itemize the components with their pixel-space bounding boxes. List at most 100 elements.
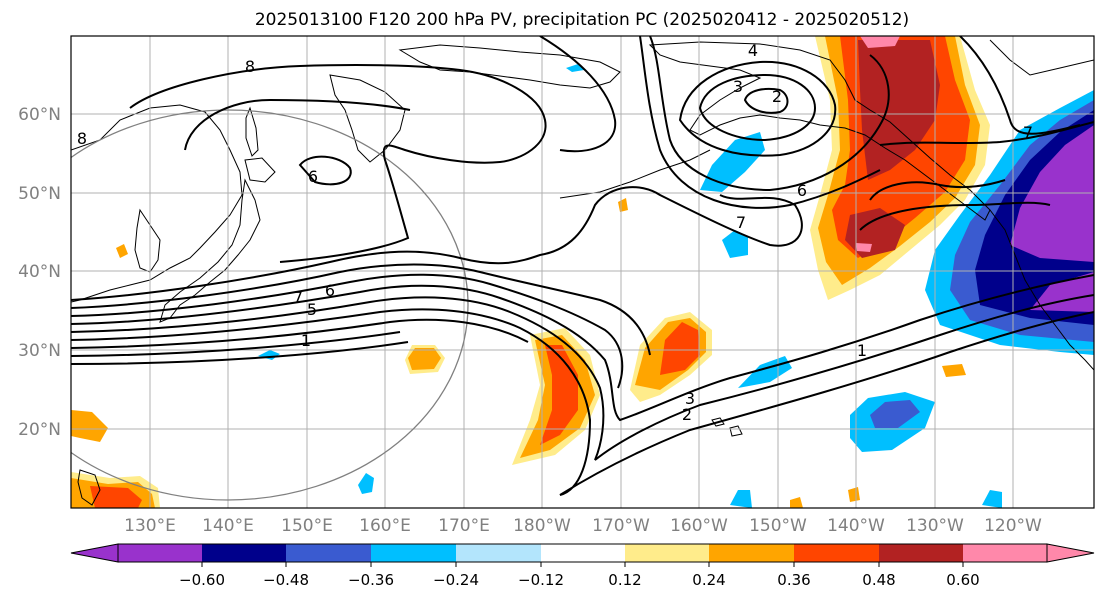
precip-pos-shading-east xyxy=(942,364,966,377)
pv-contour-label: 8 xyxy=(245,57,255,76)
pv-contour xyxy=(71,274,1094,422)
colorbar-segment xyxy=(118,544,202,562)
precip-pos-shading-gulf xyxy=(858,40,940,180)
precip-pos-shading-central xyxy=(540,345,578,445)
pv-contour-label: 3 xyxy=(685,389,695,408)
figure-title: 2025013100 F120 200 hPa PV, precipitatio… xyxy=(255,10,909,30)
precip-neg-shading-central xyxy=(730,490,752,508)
colorbar-extend-low xyxy=(70,543,119,563)
lon-label: 150°E xyxy=(281,516,333,536)
colorbar-segment xyxy=(371,544,456,562)
pv-contour-label: 5 xyxy=(307,300,317,319)
precip-pos-shading-west xyxy=(90,486,142,508)
coastline-east-asia xyxy=(71,104,243,303)
pv-contour-label: 6 xyxy=(308,167,318,186)
precip-pos-shading-west xyxy=(71,410,108,442)
colorbar-frame xyxy=(117,543,1048,563)
lon-label: 160°W xyxy=(670,516,728,536)
pv-contour-label: 1 xyxy=(301,331,311,350)
pv-contour xyxy=(879,121,1094,146)
pv-contour xyxy=(298,155,352,186)
pv-contour xyxy=(639,36,881,209)
longitude-labels: 130°E 140°E 150°E 160°E 170°E 180°W 170°… xyxy=(124,516,1042,536)
colorbar-segment xyxy=(286,544,371,562)
pv-contour-label: 1 xyxy=(857,341,867,360)
colorbar-segment xyxy=(963,544,1047,562)
pv-contour-label: 7 xyxy=(293,288,303,307)
pv-contour xyxy=(743,87,789,114)
reference-circle xyxy=(71,109,469,501)
precip-pos-shading-west xyxy=(408,348,441,370)
pv-contour-label: 8 xyxy=(77,129,87,148)
map-frame xyxy=(70,35,1095,509)
pv-contour xyxy=(649,36,890,192)
lat-label: 20°N xyxy=(18,420,61,440)
map-panel: 8 6 4 3 2 6 7 7 6 5 1 1 2 3 8 7 xyxy=(70,35,1095,509)
latitude-labels: 60°N 50°N 40°N 30°N 20°N xyxy=(18,105,61,440)
colorbar-segment xyxy=(625,544,709,562)
colorbar-segment xyxy=(879,544,963,562)
colorbar-tick-label: 0.48 xyxy=(862,571,895,589)
coastline-hokkaido xyxy=(244,157,276,183)
colorbar-segment xyxy=(202,544,286,562)
pv-contour xyxy=(71,341,409,365)
lat-label: 40°N xyxy=(18,262,61,282)
precip-pos-shading-central xyxy=(660,322,700,375)
colorbar-tick-label: −0.36 xyxy=(348,571,394,589)
pv-contour-label: 7 xyxy=(1023,123,1033,142)
pv-contour xyxy=(71,308,1094,496)
precip-neg-shading-central xyxy=(982,490,1002,508)
pv-contour xyxy=(184,98,411,151)
pv-contour xyxy=(539,36,617,153)
pv-contour xyxy=(71,263,651,356)
colorbar-segment xyxy=(456,544,541,562)
pv-contour xyxy=(71,331,401,357)
lat-label: 50°N xyxy=(18,184,61,204)
pv-contour-label: 2 xyxy=(772,87,782,106)
pv-contour xyxy=(129,64,547,263)
pv-contour xyxy=(71,186,803,301)
colorbar-tick-label: 0.24 xyxy=(692,571,725,589)
pv-contour-labels: 8 6 4 3 2 6 7 7 6 5 1 1 2 3 8 7 xyxy=(77,41,1033,424)
pv-contour xyxy=(678,60,837,157)
pv-contour xyxy=(959,36,1081,135)
precip-pos-shading-east xyxy=(790,497,803,508)
colorbar-segment xyxy=(541,544,625,562)
colorbar-ticks xyxy=(201,562,964,567)
pv-contour xyxy=(71,294,1094,461)
colorbar-segment xyxy=(794,544,879,562)
colorbar-segment xyxy=(709,544,794,562)
lon-label: 180°W xyxy=(513,516,571,536)
gridlines xyxy=(71,36,1094,508)
pv-contour xyxy=(71,318,529,349)
precip-neg-shading-east xyxy=(1030,272,1094,312)
pv-contour-label: 7 xyxy=(736,213,746,232)
coastline-chukotka xyxy=(398,44,621,89)
lon-label: 130°E xyxy=(124,516,176,536)
precip-pos-shading-east xyxy=(116,244,128,258)
coastline-sakhalin xyxy=(245,106,259,157)
pv-contour-label: 6 xyxy=(797,181,807,200)
lon-label: 140°W xyxy=(827,516,885,536)
pv-contour xyxy=(859,201,1051,231)
lat-label: 60°N xyxy=(18,105,61,125)
colorbar-tick-label: −0.24 xyxy=(433,571,479,589)
pv-contour-label: 2 xyxy=(682,405,692,424)
lon-label: 150°W xyxy=(749,516,807,536)
colorbar-extend-high xyxy=(1046,543,1095,563)
colorbar-tick-label: −0.60 xyxy=(179,571,225,589)
colorbar-tick-label: 0.36 xyxy=(777,571,810,589)
lat-label: 30°N xyxy=(18,341,61,361)
pv-contour-label: 4 xyxy=(748,41,758,60)
lon-label: 130°W xyxy=(906,516,964,536)
precip-pos-shading-gulf xyxy=(860,36,900,48)
lon-label: 170°E xyxy=(438,516,490,536)
colorbar-tick-label: −0.12 xyxy=(518,571,564,589)
coastline-philippines xyxy=(77,469,101,506)
pv-contour xyxy=(869,179,1006,201)
precip-neg-shading-central xyxy=(870,400,920,428)
lon-label: 140°E xyxy=(202,516,254,536)
precip-neg-shading-aleutian xyxy=(700,132,765,192)
colorbar: −0.60 −0.48 −0.36 −0.24 −0.12 0.12 0.24 … xyxy=(70,543,1095,589)
